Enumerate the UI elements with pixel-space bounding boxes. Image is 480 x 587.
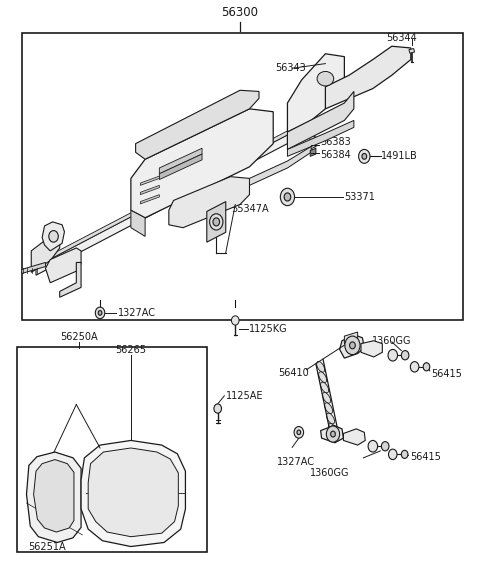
Polygon shape	[31, 237, 60, 272]
Polygon shape	[159, 149, 202, 174]
Polygon shape	[361, 340, 383, 357]
Text: 56300: 56300	[221, 6, 259, 19]
Polygon shape	[288, 54, 344, 132]
Ellipse shape	[317, 72, 334, 86]
Bar	[17, 346, 207, 552]
Polygon shape	[136, 90, 259, 159]
Text: 56344: 56344	[386, 33, 417, 43]
Circle shape	[210, 214, 223, 230]
Polygon shape	[60, 262, 81, 297]
Polygon shape	[26, 452, 81, 542]
Polygon shape	[310, 149, 316, 156]
Polygon shape	[34, 460, 74, 532]
Circle shape	[382, 441, 389, 451]
Circle shape	[297, 430, 301, 434]
Circle shape	[368, 440, 378, 452]
Ellipse shape	[321, 382, 329, 393]
Bar	[22, 33, 463, 321]
Text: 56265: 56265	[115, 345, 146, 355]
Circle shape	[388, 349, 397, 361]
Polygon shape	[340, 335, 364, 358]
Text: 56251A: 56251A	[28, 542, 66, 552]
Circle shape	[345, 336, 360, 355]
Polygon shape	[131, 210, 145, 237]
Text: 1125KG: 1125KG	[249, 324, 287, 334]
Ellipse shape	[324, 403, 333, 414]
Circle shape	[326, 426, 340, 442]
Polygon shape	[343, 429, 365, 445]
Circle shape	[280, 188, 295, 205]
Circle shape	[294, 427, 303, 438]
Circle shape	[213, 218, 219, 226]
Circle shape	[401, 350, 409, 360]
Text: 56410: 56410	[278, 367, 309, 377]
Ellipse shape	[319, 372, 326, 383]
Polygon shape	[42, 222, 64, 251]
Circle shape	[349, 342, 355, 349]
Text: 1360GG: 1360GG	[310, 468, 350, 478]
Circle shape	[359, 150, 370, 163]
Text: 1327AC: 1327AC	[277, 457, 315, 467]
Ellipse shape	[328, 423, 336, 434]
Polygon shape	[88, 448, 179, 537]
Polygon shape	[169, 177, 250, 228]
Polygon shape	[288, 120, 354, 156]
Text: 56415: 56415	[431, 369, 462, 379]
Text: 56383: 56383	[320, 137, 350, 147]
Polygon shape	[22, 262, 46, 274]
Circle shape	[96, 307, 105, 319]
Ellipse shape	[317, 362, 324, 372]
Text: 56250A: 56250A	[60, 332, 97, 342]
Text: 55347A: 55347A	[231, 204, 269, 214]
Circle shape	[388, 449, 397, 460]
Polygon shape	[159, 154, 202, 180]
Text: 56415: 56415	[410, 451, 441, 462]
Polygon shape	[207, 201, 226, 242]
Text: 1125AE: 1125AE	[226, 391, 263, 401]
Circle shape	[49, 231, 58, 242]
Polygon shape	[321, 426, 343, 443]
Polygon shape	[288, 92, 354, 150]
Polygon shape	[81, 440, 185, 546]
Polygon shape	[140, 185, 159, 195]
Text: 56384: 56384	[320, 150, 350, 160]
Text: 53371: 53371	[344, 192, 375, 202]
Circle shape	[214, 404, 221, 413]
Ellipse shape	[326, 413, 335, 424]
Text: 1327AC: 1327AC	[118, 308, 156, 318]
Ellipse shape	[323, 393, 331, 403]
Circle shape	[231, 316, 239, 325]
Circle shape	[410, 362, 419, 372]
Circle shape	[401, 450, 408, 458]
Circle shape	[284, 193, 291, 201]
Text: 1360GG: 1360GG	[372, 336, 411, 346]
Polygon shape	[36, 135, 288, 275]
Polygon shape	[344, 332, 358, 343]
Polygon shape	[140, 195, 159, 204]
Circle shape	[331, 431, 336, 437]
Polygon shape	[409, 49, 415, 53]
Polygon shape	[36, 131, 288, 266]
Polygon shape	[250, 147, 311, 185]
Circle shape	[98, 311, 102, 315]
Polygon shape	[46, 248, 81, 283]
Polygon shape	[140, 176, 159, 185]
Text: 1491LB: 1491LB	[382, 151, 418, 161]
Text: 56343: 56343	[276, 63, 306, 73]
Polygon shape	[131, 109, 273, 218]
Circle shape	[362, 153, 367, 159]
Polygon shape	[325, 46, 411, 109]
Circle shape	[423, 363, 430, 371]
